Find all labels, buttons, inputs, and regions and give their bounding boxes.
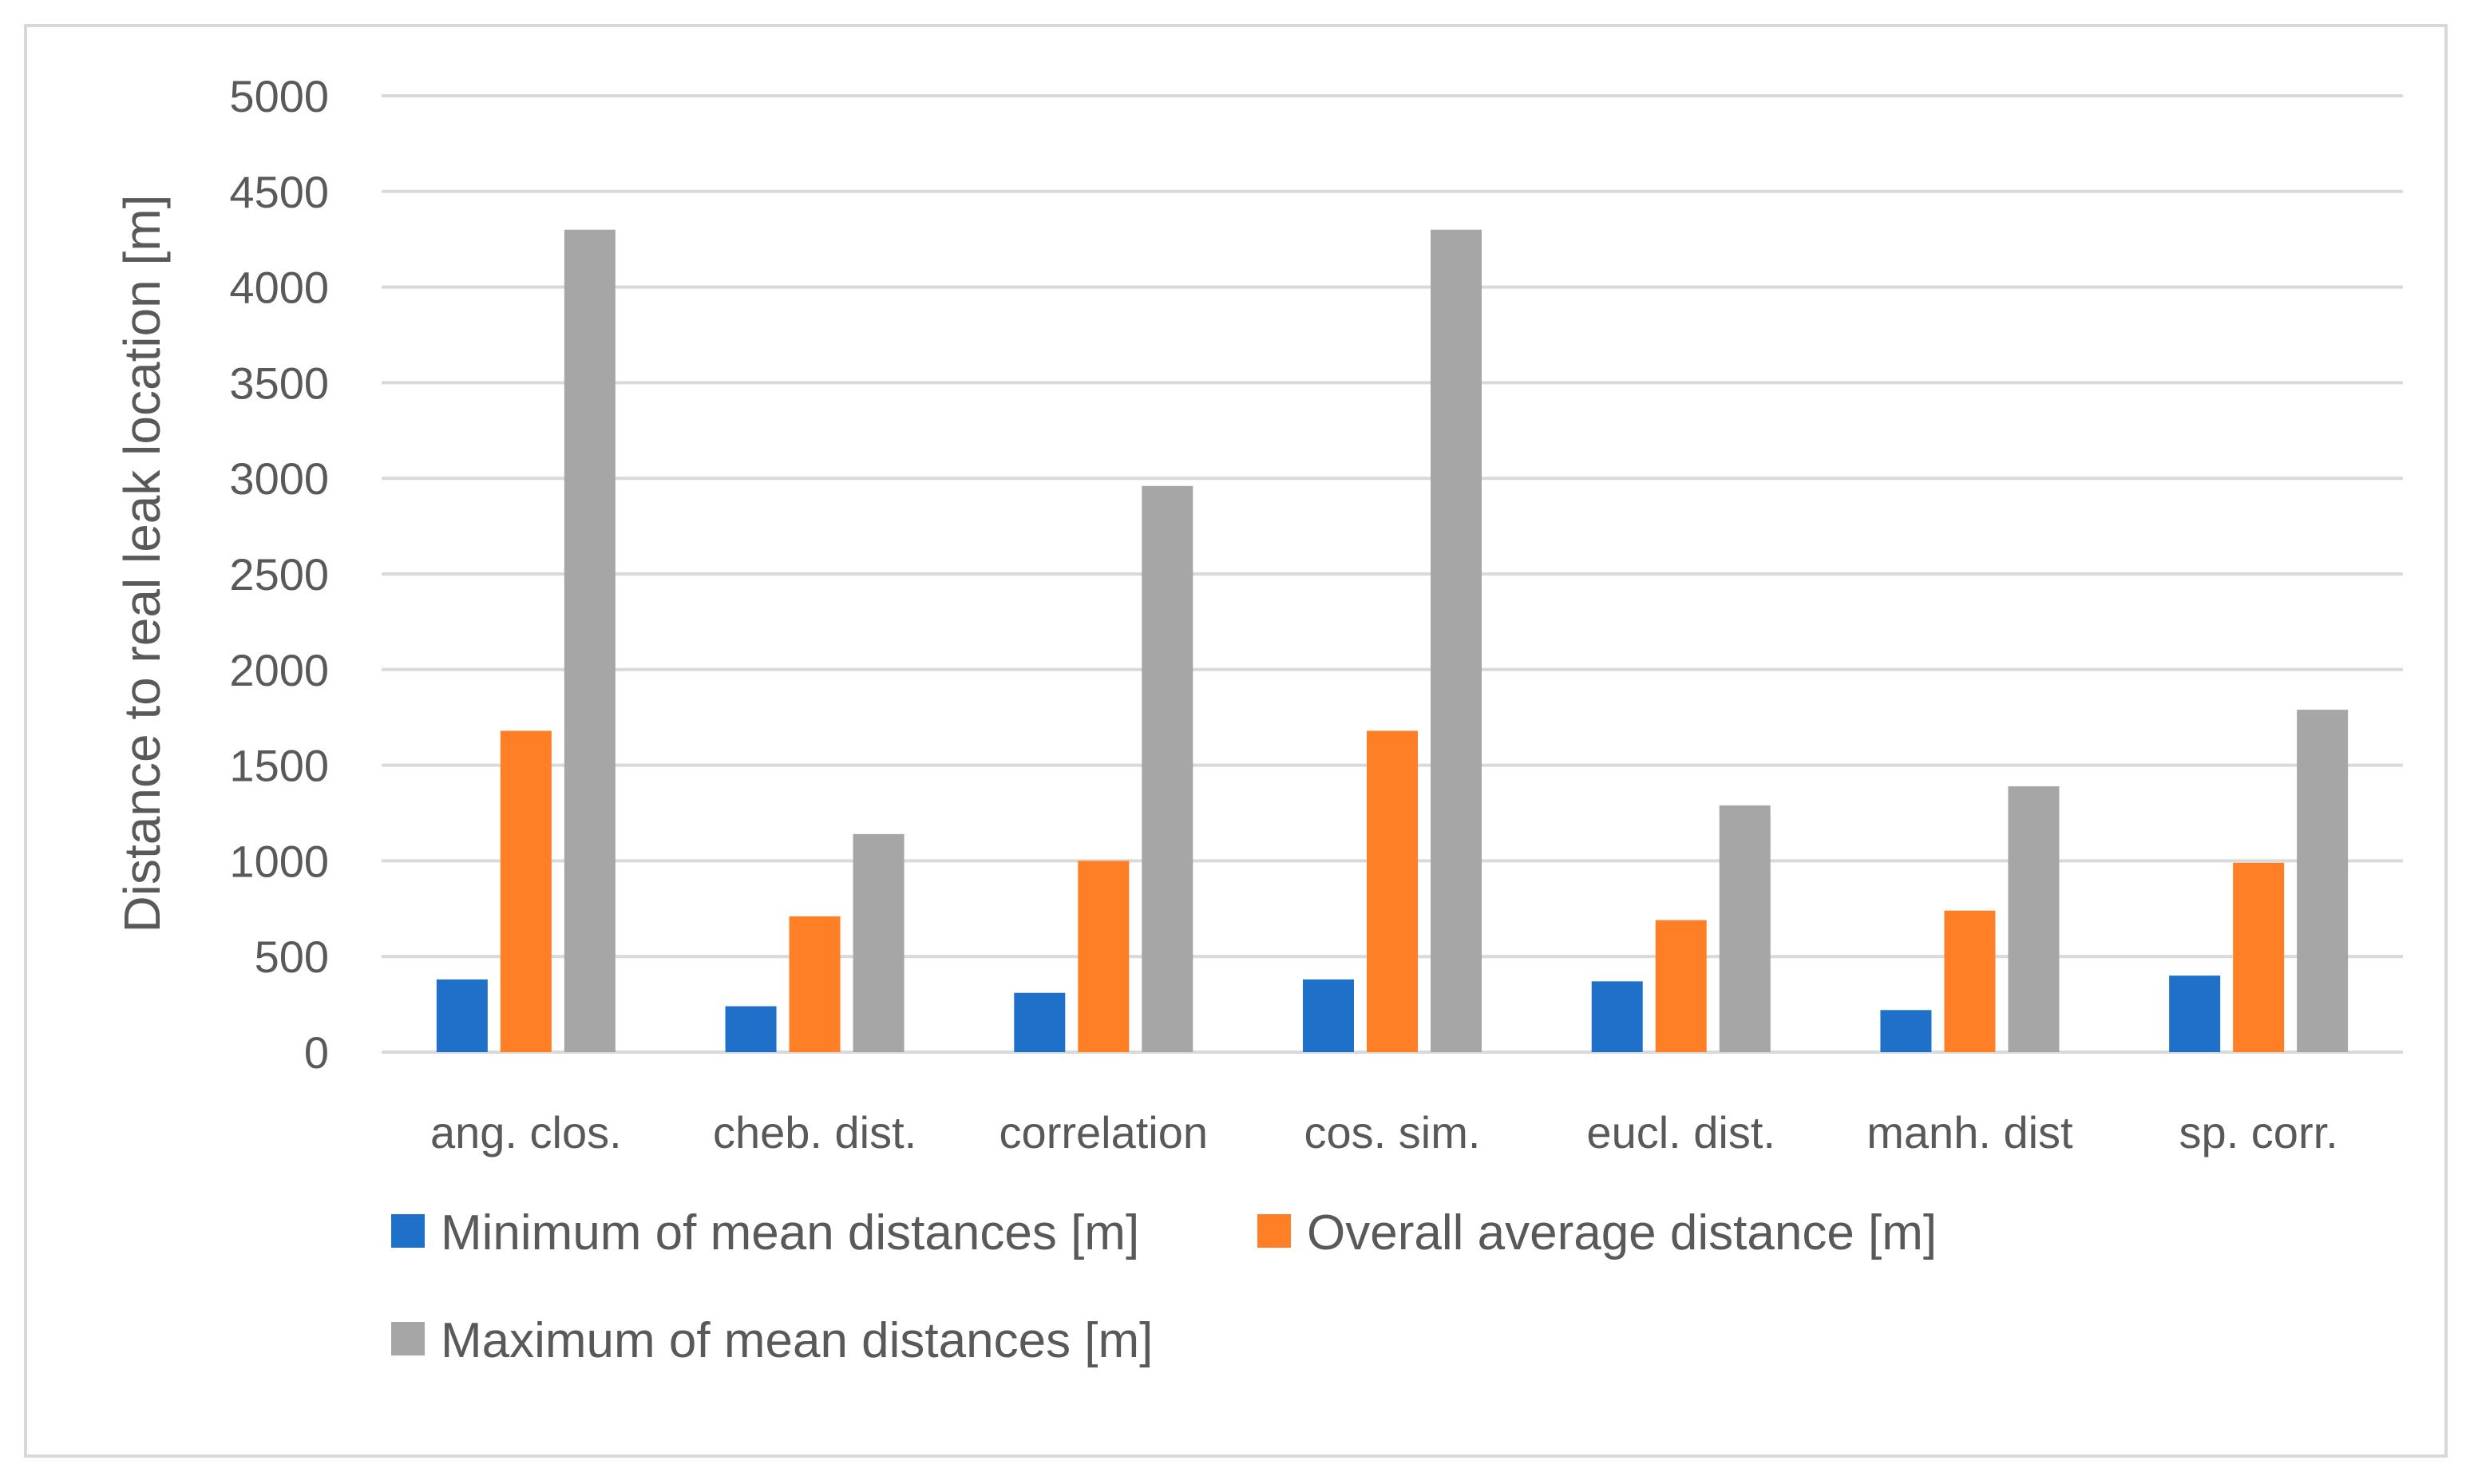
legend-swatch xyxy=(391,1322,425,1355)
bar-average xyxy=(1367,730,1418,1052)
legend-label: Maximum of mean distances [m] xyxy=(441,1313,1153,1368)
gridlines xyxy=(382,94,2403,1054)
legend-label: Overall average distance [m] xyxy=(1307,1205,1937,1260)
bar-minimum xyxy=(1014,992,1066,1052)
bar-maximum xyxy=(2008,786,2060,1052)
bar-maximum xyxy=(1719,805,1771,1052)
y-tick-label: 2000 xyxy=(229,645,329,695)
bar-average xyxy=(1944,910,1996,1052)
y-tick-label: 500 xyxy=(255,932,329,982)
y-tick-label: 0 xyxy=(304,1027,329,1078)
x-category-label: eucl. dist. xyxy=(1586,1107,1775,1158)
y-axis-ticks: 0 500 1000 1500 2000 2500 3000 3500 4000 4500 5000 xyxy=(229,71,329,1078)
bar-minimum xyxy=(436,979,488,1052)
bar-minimum xyxy=(1880,1010,1932,1052)
bar-average xyxy=(2233,862,2285,1052)
x-axis-categories: ang. clos. cheb. dist. correlation cos. sim… xyxy=(430,1107,2338,1158)
x-category-label: sp. corr. xyxy=(2179,1107,2338,1158)
y-tick-label: 5000 xyxy=(229,71,329,121)
bar-average xyxy=(500,730,552,1052)
y-tick-label: 3000 xyxy=(229,453,329,504)
x-category-label: cheb. dist. xyxy=(713,1107,916,1158)
bar-average xyxy=(789,916,841,1052)
y-tick-label: 1500 xyxy=(229,741,329,791)
y-tick-label: 1000 xyxy=(229,836,329,886)
bar-minimum xyxy=(1303,979,1354,1052)
bar-average xyxy=(1655,920,1707,1052)
legend-swatch xyxy=(391,1214,425,1248)
bar-maximum xyxy=(2297,710,2349,1052)
legend: Minimum of mean distances [m] Overall ave… xyxy=(391,1205,1937,1368)
y-tick-label: 3500 xyxy=(229,358,329,408)
bar-minimum xyxy=(1591,981,1643,1052)
x-category-label: cos. sim. xyxy=(1304,1107,1481,1158)
bar-maximum xyxy=(1431,229,1482,1053)
x-category-label: correlation xyxy=(999,1107,1208,1158)
chart-frame xyxy=(24,24,2448,1458)
x-category-label: ang. clos. xyxy=(430,1107,622,1158)
bars xyxy=(436,229,2349,1053)
y-tick-label: 4500 xyxy=(229,167,329,217)
legend-label: Minimum of mean distances [m] xyxy=(441,1205,1139,1260)
y-axis-title: Distance to real leak location [m] xyxy=(113,195,171,933)
bar-minimum xyxy=(725,1006,777,1052)
y-tick-label: 4000 xyxy=(229,263,329,313)
legend-swatch xyxy=(1257,1214,1291,1248)
bar-maximum xyxy=(564,229,616,1053)
bar-average xyxy=(1078,861,1130,1052)
x-category-label: manh. dist xyxy=(1866,1107,2073,1158)
bar-maximum xyxy=(1142,485,1193,1052)
bar-minimum xyxy=(2169,975,2221,1052)
bar-maximum xyxy=(853,833,904,1052)
y-tick-label: 2500 xyxy=(229,549,329,600)
